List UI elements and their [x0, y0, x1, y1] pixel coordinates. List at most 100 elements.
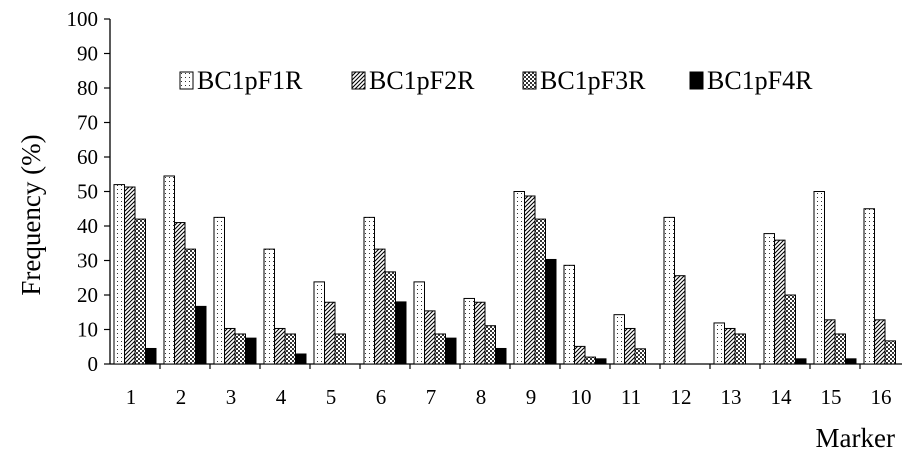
bar-BC1pF1R-marker-13: [713, 322, 725, 365]
bar-BC1pF3R-marker-4: [284, 333, 296, 365]
bar-BC1pF1R-marker-9: [513, 191, 525, 365]
bar-BC1pF3R-marker-10: [584, 356, 596, 365]
bar-BC1pF1R-marker-5: [313, 281, 325, 365]
bar-BC1pF3R-marker-11: [634, 348, 646, 365]
bar-BC1pF4R-marker-6: [395, 301, 407, 365]
bar-BC1pF2R-marker-6: [374, 248, 386, 365]
y-tick-label: 40: [77, 214, 98, 238]
bar-BC1pF3R-marker-5: [334, 333, 346, 365]
bar-BC1pF3R-marker-3: [234, 333, 246, 365]
x-tick-label: 13: [721, 385, 742, 409]
bar-BC1pF1R-marker-12: [663, 216, 675, 365]
y-tick-label: 100: [67, 7, 99, 31]
bar-BC1pF1R-marker-11: [613, 314, 625, 365]
bar-BC1pF3R-marker-14: [784, 294, 796, 365]
bar-BC1pF1R-marker-10: [563, 264, 575, 365]
legend: BC1pF1R BC1pF2R BC1pF3R BC1pF4R: [179, 66, 813, 95]
x-tick-label: 3: [226, 385, 237, 409]
bar-BC1pF1R-marker-14: [763, 233, 775, 365]
x-tick-label: 1: [126, 385, 137, 409]
y-tick-label: 20: [77, 283, 98, 307]
legend-label: BC1pF1R: [197, 66, 303, 95]
bar-BC1pF2R-marker-12: [674, 275, 686, 365]
bar-BC1pF4R-marker-14: [795, 358, 807, 365]
legend-label: BC1pF4R: [707, 66, 813, 95]
y-tick-label: 70: [77, 111, 98, 135]
bar-BC1pF2R-marker-2: [174, 222, 186, 365]
x-tick-label: 2: [176, 385, 187, 409]
bar-BC1pF3R-marker-2: [184, 248, 196, 365]
bar-BC1pF4R-marker-2: [195, 305, 207, 365]
bar-BC1pF1R-marker-7: [413, 281, 425, 365]
bar-BC1pF4R-marker-4: [295, 353, 307, 365]
bar-BC1pF4R-marker-3: [245, 337, 257, 365]
bar-BC1pF3R-marker-9: [534, 218, 546, 365]
bar-BC1pF1R-marker-8: [463, 297, 475, 365]
bar-BC1pF1R-marker-16: [863, 208, 875, 365]
bar-BC1pF2R-marker-1: [124, 186, 136, 365]
y-tick-label: 30: [77, 249, 98, 273]
bar-BC1pF2R-marker-3: [224, 327, 236, 365]
bar-BC1pF3R-marker-13: [734, 333, 746, 365]
bar-BC1pF2R-marker-8: [474, 301, 486, 365]
legend-swatch: [351, 71, 366, 90]
y-tick-label: 10: [77, 318, 98, 342]
bar-BC1pF4R-marker-1: [145, 347, 157, 365]
y-tick-label: 50: [77, 180, 98, 204]
bar-BC1pF2R-marker-4: [274, 327, 286, 365]
bar-BC1pF1R-marker-6: [363, 216, 375, 365]
bar-BC1pF4R-marker-10: [595, 358, 607, 365]
x-tick-label: 10: [571, 385, 592, 409]
legend-label: BC1pF2R: [369, 66, 475, 95]
legend-swatch: [689, 71, 704, 90]
x-tick-label: 5: [326, 385, 337, 409]
x-tick-label: 9: [526, 385, 537, 409]
x-tick-label: 11: [621, 385, 641, 409]
x-axis: 1 2 3 4 5 6 7 8 9 10 11 12 13 14 15 16: [110, 363, 902, 409]
bar-BC1pF3R-marker-15: [834, 333, 846, 365]
y-axis: 0 10 20 30 40 50 60 70 80 90 100: [67, 7, 111, 376]
legend-swatch: [179, 71, 194, 90]
bar-BC1pF1R-marker-3: [213, 216, 225, 365]
x-tick-label: 12: [671, 385, 692, 409]
bar-BC1pF1R-marker-2: [163, 175, 175, 365]
bar-BC1pF2R-marker-7: [424, 310, 436, 365]
bar-BC1pF1R-marker-15: [813, 191, 825, 365]
bar-BC1pF3R-marker-8: [484, 325, 496, 365]
y-tick-label: 0: [88, 352, 99, 376]
bar-BC1pF4R-marker-7: [445, 337, 457, 365]
legend-swatch: [522, 71, 537, 90]
bar-BC1pF2R-marker-10: [574, 345, 586, 365]
x-tick-label: 8: [476, 385, 487, 409]
x-tick-label: 15: [821, 385, 842, 409]
bar-BC1pF4R-marker-15: [845, 358, 857, 365]
bar-BC1pF2R-marker-15: [824, 319, 836, 365]
bar-BC1pF3R-marker-16: [884, 340, 896, 365]
bar-BC1pF2R-marker-16: [874, 319, 886, 365]
bar-BC1pF2R-marker-13: [724, 327, 736, 365]
bars: [113, 175, 896, 365]
x-tick-label: 4: [276, 385, 287, 409]
bar-BC1pF3R-marker-6: [384, 271, 396, 365]
bar-BC1pF3R-marker-7: [434, 333, 446, 365]
bar-BC1pF2R-marker-9: [524, 195, 536, 365]
bar-BC1pF4R-marker-9: [545, 258, 557, 365]
bar-BC1pF2R-marker-11: [624, 327, 636, 365]
y-tick-label: 60: [77, 145, 98, 169]
y-tick-label: 80: [77, 76, 98, 100]
x-tick-label: 7: [426, 385, 437, 409]
bar-BC1pF3R-marker-1: [134, 218, 146, 365]
legend-label: BC1pF3R: [540, 66, 646, 95]
y-tick-label: 90: [77, 42, 98, 66]
bar-BC1pF1R-marker-4: [263, 248, 275, 365]
x-tick-label: 14: [771, 385, 793, 409]
y-axis-title: Frequency (%): [16, 134, 46, 295]
x-tick-label: 16: [871, 385, 892, 409]
x-tick-label: 6: [376, 385, 387, 409]
x-axis-title: Marker: [816, 423, 895, 453]
bar-BC1pF2R-marker-5: [324, 301, 336, 365]
bar-BC1pF4R-marker-8: [495, 347, 507, 365]
bar-BC1pF2R-marker-14: [774, 239, 786, 365]
bar-BC1pF1R-marker-1: [113, 184, 125, 365]
